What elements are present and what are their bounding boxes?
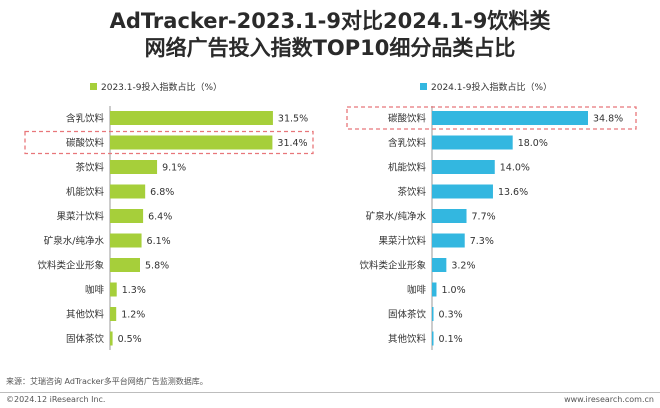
right-value-label: 7.7%	[472, 212, 496, 223]
left-bar	[110, 233, 142, 248]
right-category-label: 固体茶饮	[388, 309, 427, 321]
left-value-label: 6.4%	[148, 212, 172, 223]
left-category-label: 含乳饮料	[66, 113, 105, 125]
left-bar	[110, 160, 158, 174]
left-category-label: 茶饮料	[75, 162, 104, 174]
right-category-label: 含乳饮料	[388, 137, 427, 149]
right-bar	[432, 258, 447, 272]
left-value-label: 31.5%	[278, 114, 308, 125]
left-bar	[110, 331, 113, 346]
left-category-label: 固体茶饮	[66, 333, 105, 345]
left-value-label: 1.3%	[122, 285, 146, 296]
right-category-label: 其他饮料	[388, 333, 427, 345]
right-value-label: 0.3%	[439, 310, 463, 321]
right-bar	[432, 331, 434, 346]
right-bar	[432, 307, 434, 321]
left-value-label: 6.1%	[147, 236, 171, 247]
right-value-label: 1.0%	[441, 285, 465, 296]
right-value-label: 0.1%	[439, 334, 463, 345]
left-bar	[110, 258, 140, 272]
left-value-label: 5.8%	[145, 261, 169, 272]
left-bar	[110, 184, 146, 199]
left-category-label: 果菜汁饮料	[56, 211, 104, 223]
right-category-label: 果菜汁饮料	[378, 235, 426, 247]
right-value-label: 34.8%	[593, 114, 623, 125]
left-legend-label: 2023.1-9投入指数占比（%）	[101, 81, 222, 93]
left-value-label: 0.5%	[118, 334, 142, 345]
right-bar	[432, 111, 588, 125]
website: www.iresearch.com.cn	[564, 395, 654, 404]
left-category-label: 饮料类企业形象	[37, 260, 104, 272]
left-legend-swatch	[90, 83, 97, 90]
right-category-label: 机能饮料	[388, 162, 427, 174]
left-bar	[110, 111, 273, 125]
right-category-label: 茶饮料	[397, 186, 426, 198]
right-category-label: 咖啡	[407, 284, 427, 296]
right-category-label: 矿泉水/纯净水	[366, 211, 427, 223]
right-value-label: 3.2%	[451, 261, 475, 272]
left-bar	[110, 307, 117, 321]
left-bar	[110, 209, 144, 223]
right-bar	[432, 184, 493, 199]
left-value-label: 6.8%	[150, 187, 174, 198]
right-value-label: 14.0%	[500, 163, 530, 174]
left-bar	[110, 135, 273, 150]
copyright: ©2024.12 iResearch Inc.	[6, 395, 106, 404]
right-value-label: 7.3%	[470, 236, 494, 247]
source-note: 来源：艾瑞咨询 AdTracker多平台网络广告监测数据库。	[6, 377, 208, 386]
left-category-label: 咖啡	[85, 284, 105, 296]
left-value-label: 9.1%	[162, 163, 186, 174]
right-legend-swatch	[420, 83, 427, 90]
right-bar	[432, 233, 465, 248]
right-category-label: 饮料类企业形象	[359, 260, 426, 272]
right-bar	[432, 282, 437, 297]
right-bar	[432, 135, 513, 150]
right-highlight-box	[346, 106, 637, 130]
right-bar	[432, 160, 495, 174]
left-category-label: 碳酸饮料	[66, 137, 105, 149]
right-value-label: 18.0%	[518, 138, 548, 149]
right-category-label: 碳酸饮料	[388, 113, 427, 125]
chart-title-line2: 网络广告投入指数TOP10细分品类占比	[144, 36, 516, 60]
left-category-label: 矿泉水/纯净水	[44, 235, 105, 247]
left-value-label: 31.4%	[277, 138, 307, 149]
left-highlight-box	[24, 130, 314, 155]
footer-divider	[0, 392, 660, 393]
left-value-label: 1.2%	[121, 310, 145, 321]
right-bar	[432, 209, 467, 223]
left-category-label: 机能饮料	[66, 186, 105, 198]
left-category-label: 其他饮料	[66, 309, 105, 321]
chart-title-line1: AdTracker-2023.1-9对比2024.1-9饮料类	[109, 9, 551, 33]
left-bar	[110, 282, 117, 297]
right-legend-label: 2024.1-9投入指数占比（%）	[431, 81, 552, 93]
right-value-label: 13.6%	[498, 187, 528, 198]
